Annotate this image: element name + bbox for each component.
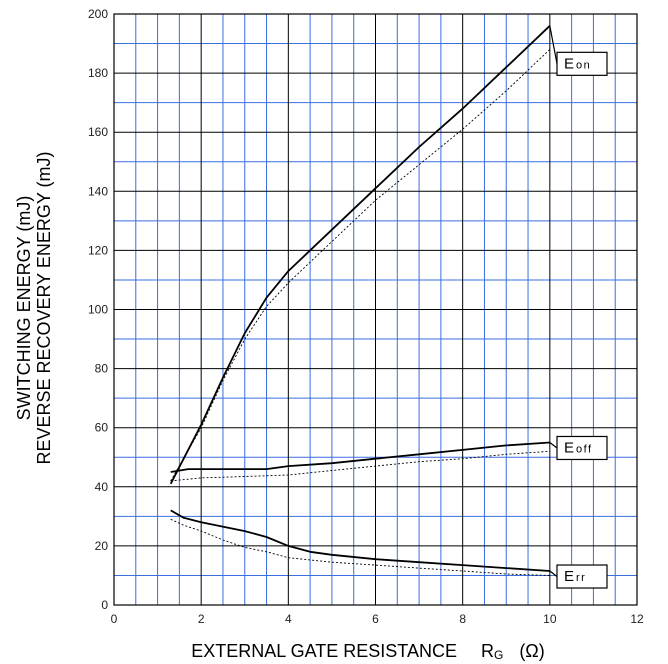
y-axis-label-line2: REVERSE RECOVERY ENERGY (mJ) (34, 151, 54, 464)
label-leader-on (549, 25, 558, 64)
x-tick-label: 6 (372, 612, 379, 626)
y-tick-labels: 0 20 40 60 80 100 120 140 160 180 200 (88, 7, 108, 612)
x-tick-labels: 0 2 4 6 8 10 12 (111, 612, 644, 626)
y-tick-label: 60 (95, 421, 109, 435)
x-tick-label: 12 (630, 612, 644, 626)
x-tick-label: 2 (198, 612, 205, 626)
y-tick-label: 180 (88, 66, 108, 80)
plot-frame (113, 13, 638, 606)
y-tick-label: 160 (88, 125, 108, 139)
y-axis-label-line1: SWITCHING ENERGY (mJ) (14, 196, 34, 421)
x-axis-subscript: G (494, 648, 503, 662)
x-tick-label: 0 (111, 612, 118, 626)
x-tick-label: 8 (459, 612, 466, 626)
y-tick-label: 120 (88, 243, 108, 257)
curve-dotted (170, 450, 550, 482)
label-box-rr (556, 564, 608, 589)
y-tick-label: 80 (95, 362, 109, 376)
label-leader-off (549, 441, 558, 449)
y-tick-label: 200 (88, 7, 108, 21)
x-axis-label-text: EXTERNAL GATE RESISTANCE (191, 641, 457, 661)
curve-eoff (170, 441, 550, 473)
label-subscript: rr (576, 572, 586, 584)
x-axis-unit: (Ω) (519, 641, 544, 661)
curve-dotted (170, 49, 551, 482)
label-symbol: E (564, 439, 574, 456)
label-leader-rr (549, 570, 558, 577)
y-tick-label: 20 (95, 539, 109, 553)
x-axis-label: EXTERNAL GATE RESISTANCE RG (Ω) (191, 641, 545, 662)
major-grid (114, 14, 637, 605)
y-axis-label: SWITCHING ENERGY (mJ) REVERSE RECOVERY E… (14, 151, 54, 464)
curve-eon (169, 25, 551, 485)
label-box-off (556, 435, 608, 461)
label-symbol: E (564, 568, 574, 585)
y-tick-label: 140 (88, 184, 108, 198)
y-tick-label: 40 (95, 480, 109, 494)
y-tick-label: 100 (88, 303, 108, 317)
curve-err (170, 509, 550, 572)
x-tick-label: 4 (285, 612, 292, 626)
y-tick-label: 0 (101, 598, 108, 612)
curve-dotted (170, 518, 550, 576)
curves (169, 25, 551, 576)
label-box-on (556, 51, 608, 76)
label-subscript: on (576, 59, 591, 71)
label-symbol: E (564, 55, 574, 72)
label-subscript: off (576, 443, 593, 455)
x-axis-symbol: R (481, 641, 494, 661)
x-tick-label: 10 (543, 612, 557, 626)
